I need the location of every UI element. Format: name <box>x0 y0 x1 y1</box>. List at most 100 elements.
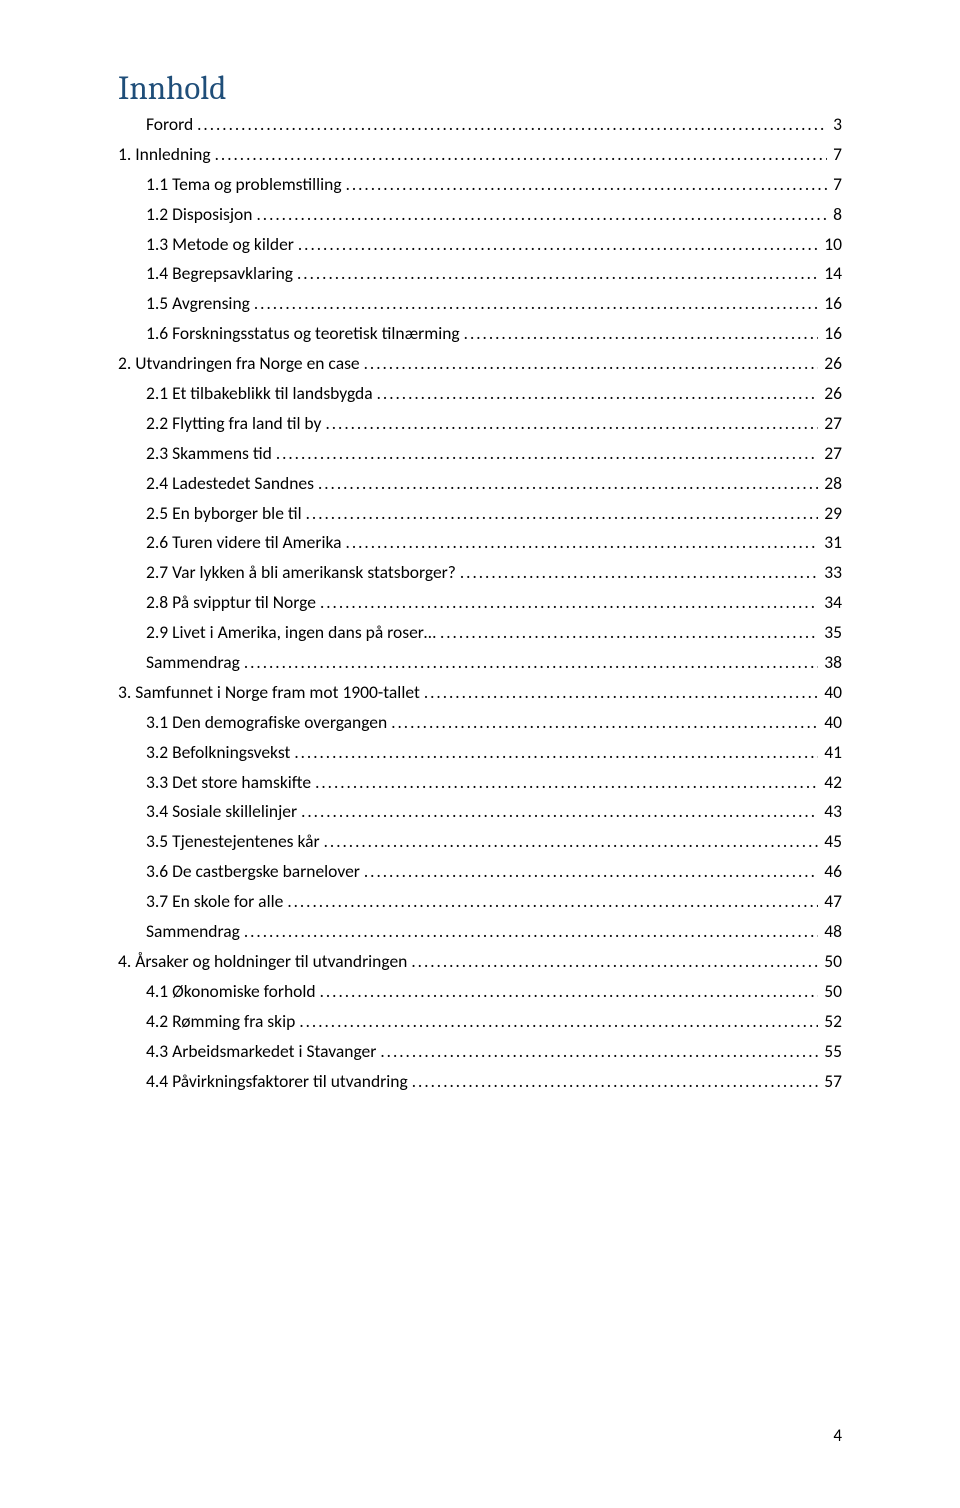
toc-leader-dots <box>298 236 818 253</box>
toc-entry-page: 14 <box>818 265 842 283</box>
toc-entry-label: 2.3 Skammens tid <box>146 445 276 463</box>
toc-entry-label: 3.1 Den demografiske overgangen <box>146 714 391 732</box>
toc-entry-page: 55 <box>818 1043 842 1061</box>
toc-entry-page: 10 <box>818 236 842 254</box>
toc-entry: 2.2 Flytting fra land til by 27 <box>146 415 842 433</box>
toc-entry-label: 2. Utvandringen fra Norge en case <box>118 355 364 373</box>
toc-entry-page: 31 <box>818 534 842 552</box>
toc-leader-dots <box>299 1013 818 1030</box>
toc-leader-dots <box>318 475 818 492</box>
toc-entry-page: 48 <box>818 923 842 941</box>
toc-entry-page: 16 <box>818 295 842 313</box>
toc-entry: 2.5 En byborger ble til 29 <box>146 505 842 523</box>
toc-entry-page: 34 <box>818 594 842 612</box>
toc-entry-page: 27 <box>818 415 842 433</box>
toc-entry-page: 50 <box>818 953 842 971</box>
toc-entry-label: 4.4 Påvirkningsfaktorer til utvandring <box>146 1073 412 1091</box>
toc-entry-label: 1. Innledning <box>118 146 215 164</box>
toc-entry-label: 4. Årsaker og holdninger til utvandringe… <box>118 953 411 971</box>
toc-entry-page: 7 <box>827 176 842 194</box>
toc-entry-page: 38 <box>818 654 842 672</box>
toc-entry-label: 1.3 Metode og kilder <box>146 236 298 254</box>
toc-entry: 3.6 De castbergske barnelover 46 <box>146 863 842 881</box>
toc-leader-dots <box>412 1073 819 1090</box>
toc-leader-dots <box>256 206 827 223</box>
toc-entry-page: 57 <box>818 1073 842 1091</box>
toc-leader-dots <box>460 564 818 581</box>
toc-entry-page: 35 <box>818 624 842 642</box>
toc-leader-dots <box>364 355 819 372</box>
toc-entry-page: 50 <box>818 983 842 1001</box>
toc-leader-dots <box>346 534 819 551</box>
toc-entry-label: Sammendrag <box>146 923 244 941</box>
toc-leader-dots <box>324 833 819 850</box>
toc-leader-dots <box>287 893 818 910</box>
toc-entry: 1. Innledning 7 <box>118 146 842 164</box>
toc-entry-page: 47 <box>818 893 842 911</box>
toc-leader-dots <box>215 146 828 163</box>
toc-entry-label: 3.6 De castbergske barnelover <box>146 863 364 881</box>
toc-entry-label: 1.4 Begrepsavklaring <box>146 265 297 283</box>
toc-entry-label: 1.1 Tema og problemstilling <box>146 176 346 194</box>
toc-entry: 1.1 Tema og problemstilling 7 <box>146 176 842 194</box>
toc-entry-page: 33 <box>818 564 842 582</box>
toc-entry: 4.1 Økonomiske forhold 50 <box>146 983 842 1001</box>
toc-entry: 3.1 Den demografiske overgangen 40 <box>146 714 842 732</box>
toc-entry: 2.3 Skammens tid 27 <box>146 445 842 463</box>
toc-entry-label: 4.1 Økonomiske forhold <box>146 983 320 1001</box>
toc-entry-page: 29 <box>818 505 842 523</box>
toc-entry: Sammendrag 38 <box>146 654 842 672</box>
toc-entry-page: 8 <box>827 206 842 224</box>
toc-entry-page: 40 <box>818 714 842 732</box>
toc-entry: 1.5 Avgrensing 16 <box>146 295 842 313</box>
toc-leader-dots <box>301 803 818 820</box>
toc-entry: 2.6 Turen videre til Amerika 31 <box>146 534 842 552</box>
toc-entry: 1.6 Forskningsstatus og teoretisk tilnær… <box>146 325 842 343</box>
toc-entry: 2.1 Et tilbakeblikk til landsbygda 26 <box>146 385 842 403</box>
toc-leader-dots <box>391 714 818 731</box>
toc-leader-dots <box>244 923 818 940</box>
toc-leader-dots <box>380 1043 818 1060</box>
toc-entry-label: 2.6 Turen videre til Amerika <box>146 534 346 552</box>
toc-leader-dots <box>320 983 819 1000</box>
toc-entry: 1.2 Disposisjon 8 <box>146 206 842 224</box>
toc-entry-label: Sammendrag <box>146 654 244 672</box>
toc-entry-label: 2.2 Flytting fra land til by <box>146 415 325 433</box>
toc-leader-dots <box>464 325 819 342</box>
toc-entry-label: 2.8 På svipptur til Norge <box>146 594 320 612</box>
toc-entry-label: 2.1 Et tilbakeblikk til landsbygda <box>146 385 377 403</box>
toc-entry-label: 3.4 Sosiale skillelinjer <box>146 803 301 821</box>
toc-entry-label: 3.2 Befolkningsvekst <box>146 744 294 762</box>
toc-leader-dots <box>411 953 818 970</box>
toc-entry-page: 41 <box>818 744 842 762</box>
toc-leader-dots <box>276 445 818 462</box>
toc-entry-label: 1.6 Forskningsstatus og teoretisk tilnær… <box>146 325 464 343</box>
toc-entry-label: 4.3 Arbeidsmarkedet i Stavanger <box>146 1043 380 1061</box>
toc-entry-label: 3.5 Tjenestejentenes kår <box>146 833 324 851</box>
toc-entry: 4.2 Rømming fra skip 52 <box>146 1013 842 1031</box>
toc-entry-page: 27 <box>818 445 842 463</box>
toc-leader-dots <box>320 594 818 611</box>
toc-entry: 3.2 Befolkningsvekst 41 <box>146 744 842 762</box>
page-number: 4 <box>833 1425 842 1446</box>
toc-entry: 1.4 Begrepsavklaring 14 <box>146 265 842 283</box>
toc-entry-label: 4.2 Rømming fra skip <box>146 1013 299 1031</box>
toc-leader-dots <box>325 415 818 432</box>
toc-entry: Sammendrag 48 <box>146 923 842 941</box>
toc-leader-dots <box>377 385 819 402</box>
toc-leader-dots <box>440 624 818 641</box>
toc-entry-page: 43 <box>818 803 842 821</box>
toc-entry-page: 42 <box>818 774 842 792</box>
toc-leader-dots <box>294 744 818 761</box>
toc-entry: 2.8 På svipptur til Norge 34 <box>146 594 842 612</box>
page-title: Innhold <box>118 70 842 108</box>
toc-entry: 2.7 Var lykken å bli amerikansk statsbor… <box>146 564 842 582</box>
toc-leader-dots <box>297 265 818 282</box>
toc-entry-label: 1.2 Disposisjon <box>146 206 256 224</box>
toc-entry-label: 2.9 Livet i Amerika, ingen dans på roser… <box>146 624 440 642</box>
toc-entry-page: 52 <box>818 1013 842 1031</box>
toc-entry: Forord 3 <box>146 116 842 134</box>
toc-leader-dots <box>364 863 818 880</box>
toc-entry: 3.4 Sosiale skillelinjer 43 <box>146 803 842 821</box>
toc-entry-label: 3. Samfunnet i Norge fram mot 1900-talle… <box>118 684 424 702</box>
